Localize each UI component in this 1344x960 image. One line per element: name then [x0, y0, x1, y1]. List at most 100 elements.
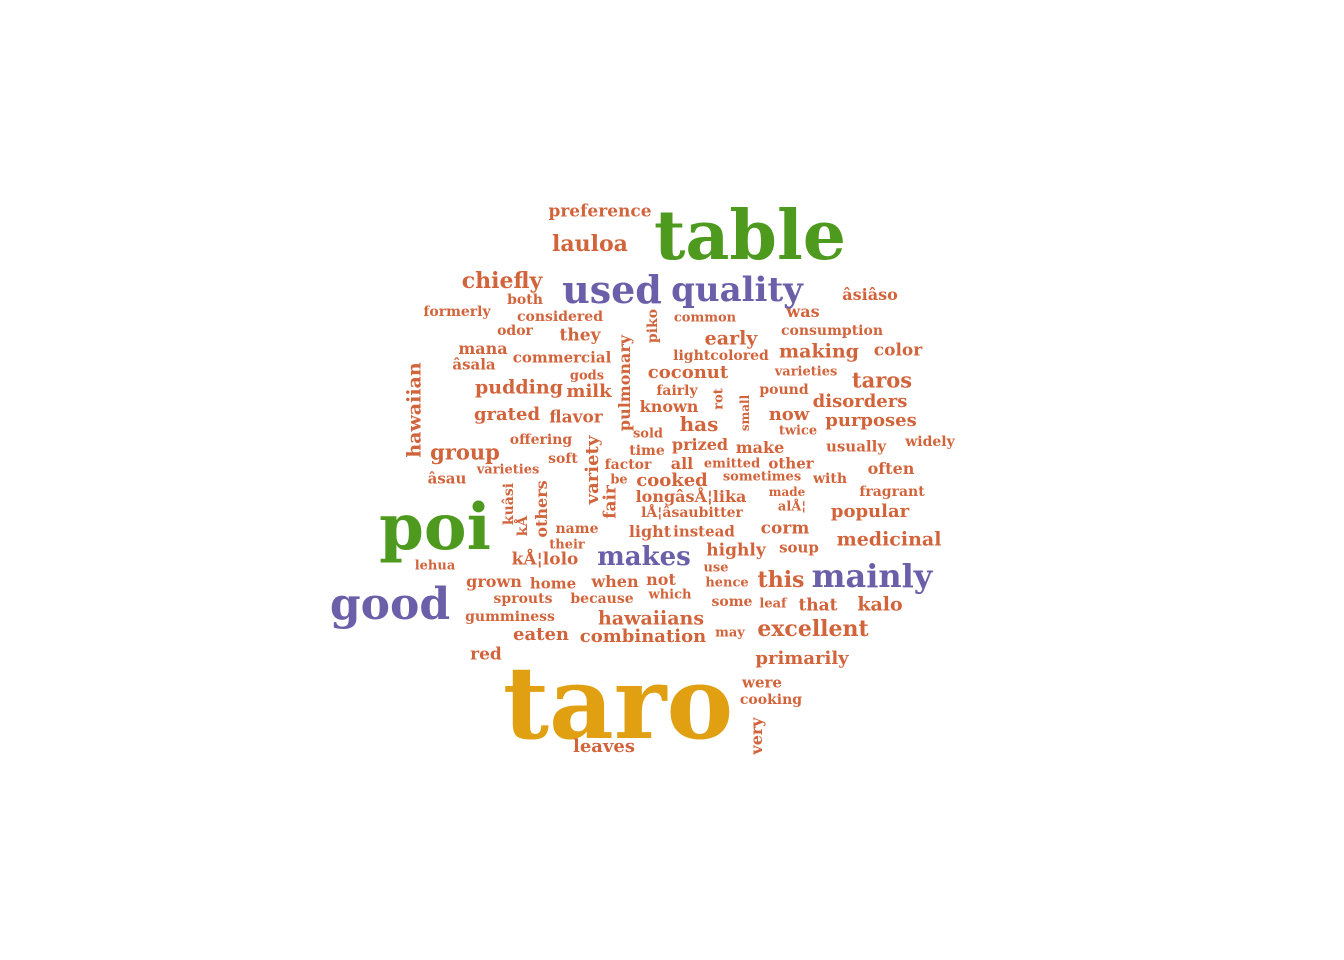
word-disorders-41: disorders — [812, 391, 908, 412]
word-hawaiians-104: hawaiians — [597, 607, 705, 630]
word-cooked-66: cooked — [636, 470, 708, 491]
word-use-89: use — [703, 560, 729, 576]
word-mana-21: mana — [458, 339, 508, 358]
word-when-93: when — [591, 572, 639, 591]
word-because-97: because — [570, 591, 634, 607]
word-table-1: table — [653, 196, 847, 276]
word-primarily-110: primarily — [755, 648, 849, 669]
word-k-lolo-85: kÅ¦lolo — [511, 549, 579, 570]
word-pulmonary-24: pulmonary — [615, 334, 634, 432]
word-grated-42: grated — [473, 404, 541, 425]
word-good-3: good — [329, 579, 451, 630]
word-name-79: name — [555, 521, 599, 537]
word-eaten-105: eaten — [513, 624, 569, 645]
word-home-92: home — [529, 574, 577, 593]
word-were-111: were — [742, 673, 782, 692]
word-piko-19: piko — [645, 308, 661, 344]
word-this-90: this — [757, 567, 805, 593]
word-fairly-36: fairly — [656, 383, 698, 399]
word-lehua-88: lehua — [414, 558, 456, 574]
word-long-s-lika-74: longâsÅ¦lika — [635, 487, 747, 506]
word-fair-73: fair — [600, 485, 621, 519]
word-leaves-114: leaves — [573, 736, 635, 757]
word-taro-0: taro — [502, 644, 734, 762]
word-emitted-60: emitted — [703, 456, 761, 472]
word-leaf-100: leaf — [759, 596, 787, 612]
word-consumption-20: consumption — [780, 323, 884, 339]
word-considered-14: considered — [516, 309, 604, 325]
word-twice-47: twice — [778, 423, 818, 439]
word-fragrant-69: fragrant — [859, 484, 925, 500]
word-with-68: with — [812, 471, 848, 487]
word-small-40: small — [738, 394, 752, 432]
word-common-15: common — [673, 310, 737, 326]
word-gods-30: gods — [569, 368, 605, 384]
word-purposes-45: purposes — [825, 410, 917, 431]
word-early-22: early — [704, 327, 758, 350]
word-pudding-34: pudding — [475, 376, 563, 399]
word-soft-57: soft — [548, 451, 578, 467]
word-hence-95: hence — [705, 575, 749, 591]
word-combination-106: combination — [579, 626, 707, 647]
word-preference-8: preference — [548, 201, 652, 222]
word-known-39: known — [639, 397, 699, 416]
word-medicinal-84: medicinal — [836, 528, 942, 551]
word-commercial-23: commercial — [512, 348, 612, 367]
word-may-107: may — [715, 625, 745, 641]
word-chiefly-10: chiefly — [461, 268, 543, 294]
word-makes-7: makes — [597, 542, 691, 572]
word-both-11: both — [507, 292, 543, 308]
word-make-52: make — [735, 438, 785, 457]
word-instead-81: instead — [673, 522, 735, 541]
word-light-80: light — [628, 522, 672, 541]
word-cooking-112: cooking — [739, 692, 803, 708]
word-used-4: used — [562, 267, 662, 312]
word-sprouts-96: sprouts — [493, 591, 553, 607]
word-which-98: which — [648, 587, 692, 603]
word-pound-38: pound — [759, 382, 809, 398]
word-sau-64: âsau — [427, 469, 467, 488]
word-be-65: be — [610, 472, 628, 488]
word-offering-49: offering — [509, 432, 573, 448]
word-sometimes-67: sometimes — [722, 469, 802, 485]
word-factor-58: factor — [604, 457, 652, 473]
word-has-46: has — [679, 412, 719, 436]
word-making-26: making — [779, 340, 859, 363]
word-prized-51: prized — [671, 435, 729, 454]
word-kalo-102: kalo — [857, 593, 903, 616]
word-now-44: now — [768, 404, 810, 425]
word-widely-54: widely — [905, 434, 955, 450]
word-poi-2: poi — [379, 490, 491, 565]
word-time-56: time — [629, 443, 665, 459]
word-al-76: alÅ¦ — [777, 499, 807, 515]
word-gumminess-103: gumminess — [465, 609, 555, 625]
word-rot-37: rot — [711, 388, 727, 410]
word-sala-29: âsala — [452, 355, 496, 374]
word-other-61: other — [768, 454, 814, 473]
word-lauloa-9: lauloa — [552, 231, 628, 257]
word-mainly-6: mainly — [811, 557, 933, 595]
word-that-101: that — [798, 595, 838, 616]
word-si-so-12: âsiâso — [842, 285, 898, 304]
word-sold-48: sold — [632, 426, 664, 442]
word-not-94: not — [646, 570, 676, 589]
word-milk-35: milk — [566, 381, 612, 402]
word-all-59: all — [670, 454, 694, 473]
word-variety-50: variety — [582, 435, 603, 505]
word-taros-33: taros — [851, 367, 913, 393]
word-was-16: was — [786, 302, 820, 321]
word-made-75: made — [768, 485, 806, 499]
word-flavor-43: flavor — [549, 407, 603, 428]
word-color-27: color — [873, 340, 923, 361]
word-often-62: often — [867, 459, 915, 478]
word-l-saubitter-77: lÅ¦âsaubitter — [641, 505, 743, 521]
word-coconut-31: coconut — [647, 362, 729, 383]
word-very-113: very — [747, 717, 766, 755]
word-highly-86: highly — [706, 540, 766, 561]
word-popular-78: popular — [830, 501, 910, 522]
word-usually-53: usually — [825, 437, 887, 456]
word-odor-17: odor — [497, 323, 533, 339]
word-some-99: some — [711, 594, 753, 610]
word-hawaiian-28: hawaiian — [403, 362, 426, 458]
